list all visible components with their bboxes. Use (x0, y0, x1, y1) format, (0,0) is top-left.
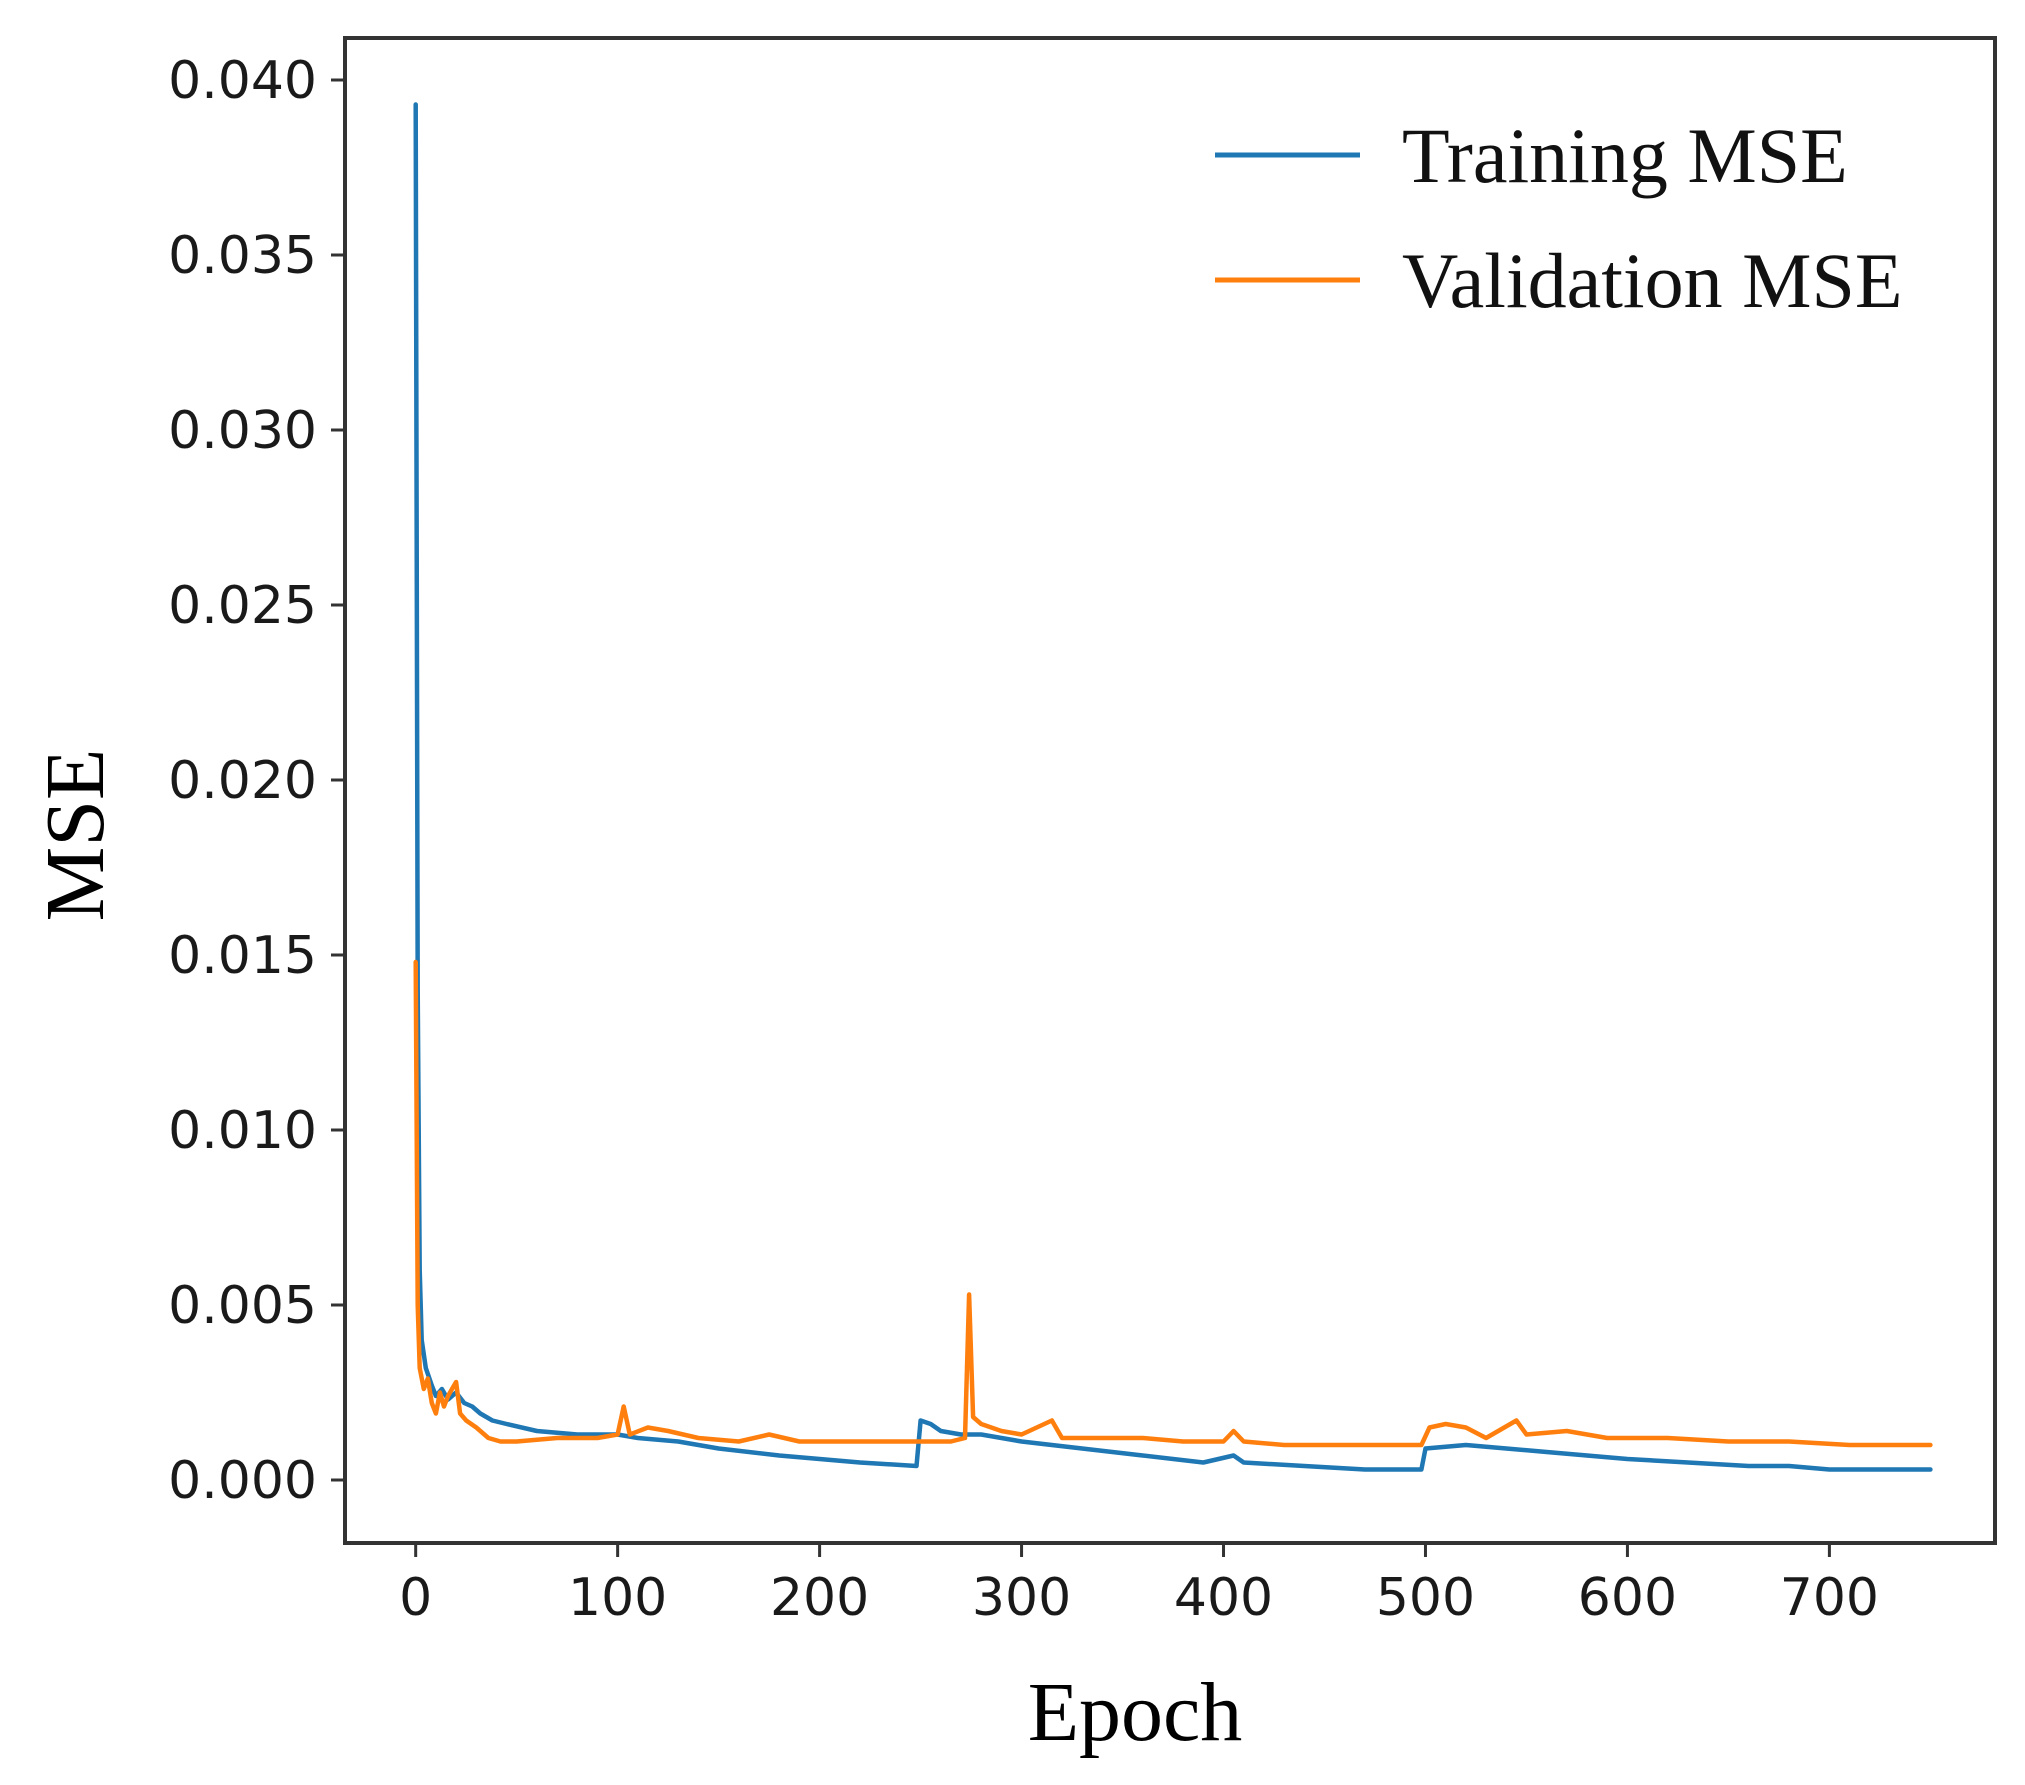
y-tick-label: 0.040 (168, 51, 317, 111)
y-tick-label: 0.000 (168, 1451, 317, 1511)
x-tick-label: 400 (1174, 1568, 1273, 1628)
plot-area (413, 102, 1933, 1472)
x-tick-label: 300 (972, 1568, 1071, 1628)
y-axis-title: MSE (29, 749, 122, 922)
x-tick-label: 0 (399, 1568, 432, 1628)
x-tick-label: 600 (1578, 1568, 1677, 1628)
legend: Training MSE Validation MSE (1215, 112, 1903, 324)
y-tick-label: 0.030 (168, 401, 317, 461)
x-tick-label: 200 (770, 1568, 869, 1628)
plot-frame (343, 36, 1997, 1545)
series-line-validation-mse (413, 959, 1933, 1448)
y-tick-label: 0.010 (168, 1101, 317, 1161)
x-tick-label: 500 (1376, 1568, 1475, 1628)
series-line-training-mse (413, 102, 1933, 1472)
y-tick-label: 0.020 (168, 751, 317, 811)
y-tick-label: 0.025 (168, 576, 317, 636)
x-axis-title: Epoch (1028, 1666, 1243, 1759)
legend-label: Validation MSE (1402, 237, 1903, 324)
y-tick-label: 0.035 (168, 226, 317, 286)
y-tick-label: 0.015 (168, 926, 317, 986)
x-tick-label: 100 (568, 1568, 667, 1628)
axis-ticks: 0 100 200 300 400 500 600 700 0.000 0.005 0.010 0.0… (168, 51, 1879, 1628)
x-tick-label: 700 (1780, 1568, 1879, 1628)
legend-label: Training MSE (1402, 112, 1848, 199)
y-tick-label: 0.005 (168, 1276, 317, 1336)
